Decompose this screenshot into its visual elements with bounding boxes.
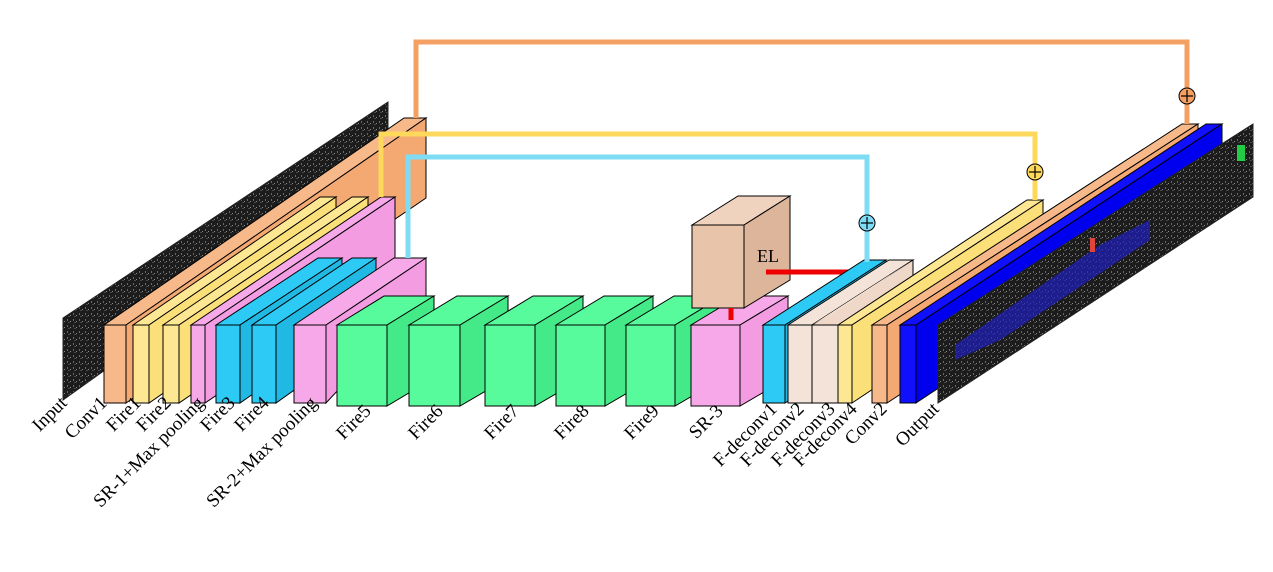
label-fire6: Fire6 <box>404 401 447 444</box>
label-fire5: Fire5 <box>332 401 375 444</box>
skip-connection-yellow <box>378 131 1038 200</box>
label-fire9: Fire9 <box>620 401 663 444</box>
plus-node-yellow <box>1026 163 1044 181</box>
plus-node-cyan <box>858 214 876 232</box>
plus-node-orange <box>1178 87 1196 105</box>
label-output: Output <box>891 398 944 451</box>
el-label: EL <box>757 246 779 266</box>
el-block <box>690 195 792 309</box>
skip-connection-orange <box>413 39 1190 124</box>
label-conv1: Conv1 <box>61 393 112 444</box>
label-fire8: Fire8 <box>550 401 593 444</box>
skip-connection-cyan <box>405 154 870 262</box>
fdeconv3-block <box>811 260 913 404</box>
label-sr3: SR-3 <box>685 401 727 443</box>
output-image <box>937 123 1254 404</box>
label-fire7: Fire7 <box>480 401 523 444</box>
